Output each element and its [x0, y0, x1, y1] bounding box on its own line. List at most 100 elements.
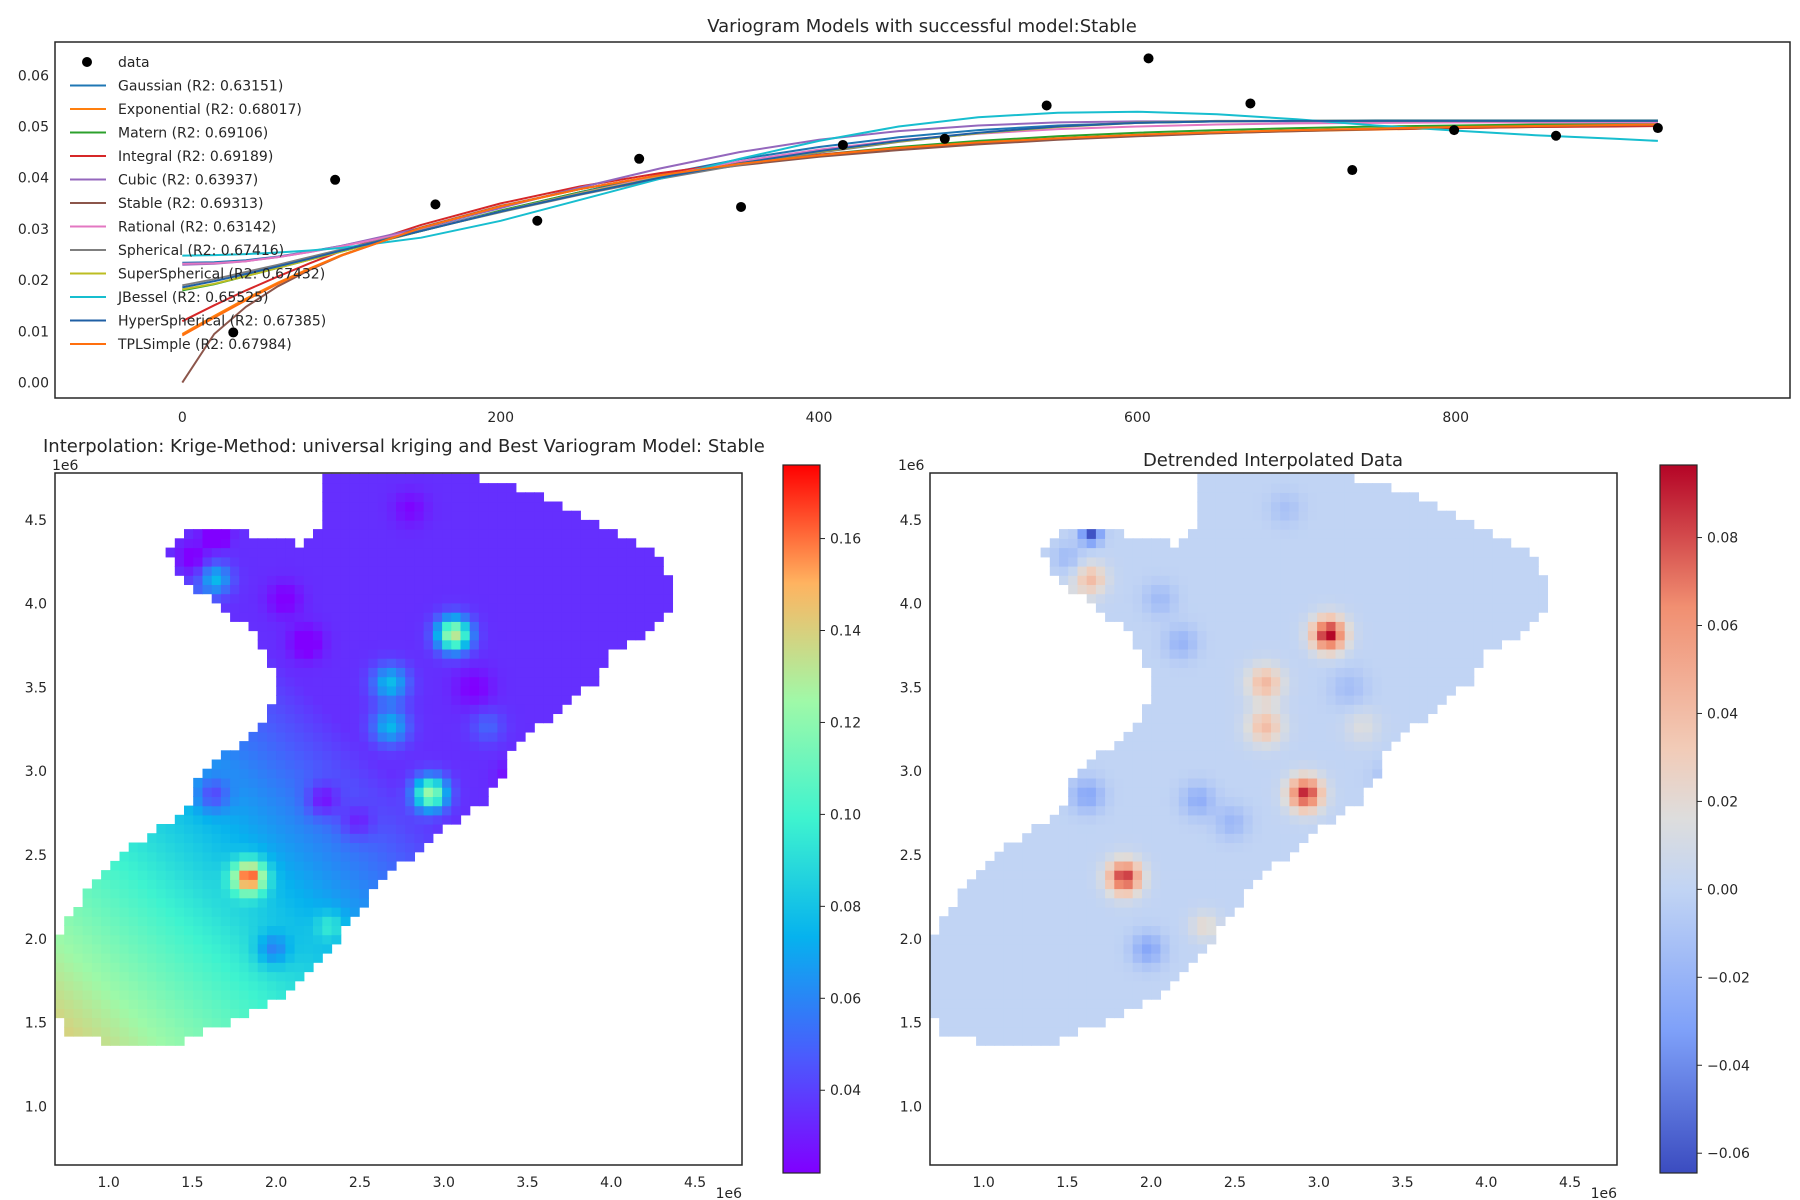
- heatmap-cell: [1169, 648, 1180, 659]
- heatmap-cell: [1086, 547, 1097, 558]
- heatmap-cell: [1529, 575, 1539, 586]
- heatmap-cell: [174, 860, 185, 871]
- heatmap-cell: [1197, 925, 1208, 936]
- heatmap-cell: [1307, 602, 1318, 613]
- heatmap-cell: [1206, 556, 1217, 567]
- heatmap-cell: [110, 916, 121, 927]
- heatmap-cell: [1215, 907, 1226, 917]
- heatmap-cell: [451, 648, 462, 659]
- heatmap-cell: [1224, 575, 1235, 586]
- heatmap-cell: [1335, 796, 1346, 807]
- heatmap-cell: [1022, 879, 1033, 890]
- heatmap-cell: [220, 1008, 231, 1019]
- heatmap-cell: [331, 897, 342, 908]
- heatmap-cell: [1142, 575, 1152, 586]
- heatmap-cell: [91, 879, 102, 890]
- heatmap-cell: [994, 907, 1005, 917]
- heatmap-cell: [1326, 501, 1337, 512]
- heatmap-cell: [220, 842, 231, 853]
- heatmap-cell: [1381, 741, 1392, 751]
- heatmap-cell: [1049, 879, 1060, 890]
- heatmap-cell: [1003, 1036, 1014, 1046]
- heatmap-cell: [1317, 814, 1327, 825]
- heatmap-cell: [506, 483, 517, 493]
- heatmap-cell: [303, 750, 314, 761]
- heatmap-cell: [257, 556, 268, 567]
- heatmap-cell: [414, 704, 425, 715]
- heatmap-cell: [1095, 870, 1106, 880]
- heatmap-cell: [1307, 648, 1318, 659]
- heatmap-cell: [1418, 639, 1429, 650]
- heatmap-cell: [1012, 1017, 1023, 1028]
- heatmap-cell: [1280, 842, 1291, 853]
- heatmap-cell: [985, 1026, 996, 1037]
- heatmap-cell: [101, 897, 111, 908]
- heatmap-cell: [377, 741, 388, 751]
- heatmap-cell: [626, 630, 637, 641]
- heatmap-cell: [939, 934, 950, 945]
- heatmap-cell: [239, 907, 250, 917]
- heatmap-cell: [1151, 566, 1162, 576]
- heatmap-cell: [137, 860, 148, 871]
- heatmap-cell: [147, 897, 158, 908]
- heatmap-cell: [432, 584, 443, 595]
- heatmap-cell: [976, 916, 986, 927]
- heatmap-cell: [1381, 648, 1392, 659]
- heatmap-cell: [460, 787, 471, 798]
- heatmap-cell: [340, 685, 351, 696]
- heatmap-cell: [220, 584, 231, 595]
- heatmap-cell: [211, 547, 222, 558]
- heatmap-cell: [313, 943, 323, 954]
- heatmap-cell: [267, 722, 277, 733]
- heatmap-cell: [1409, 713, 1420, 724]
- heatmap-cell: [1372, 492, 1383, 503]
- heatmap-cell: [1261, 575, 1272, 586]
- heatmap-cell: [414, 713, 425, 724]
- heatmap-cell: [119, 989, 130, 1000]
- heatmap-cell: [423, 777, 434, 788]
- heatmap-cell: [1114, 787, 1125, 798]
- heatmap-cell: [220, 925, 231, 936]
- heatmap-cell: [1178, 630, 1189, 641]
- heatmap-cell: [1344, 621, 1355, 632]
- heatmap-cell: [432, 593, 443, 604]
- heatmap-cell: [128, 934, 139, 945]
- heatmap-cell: [1234, 879, 1244, 890]
- heatmap-cell: [101, 870, 111, 880]
- heatmap-cell: [193, 916, 204, 927]
- heatmap-cell: [396, 556, 406, 567]
- heatmap-cell: [948, 971, 959, 982]
- heatmap-cell: [211, 971, 222, 982]
- heatmap-cell: [396, 612, 406, 622]
- heatmap-cell: [1372, 731, 1383, 742]
- heatmap-cell: [1289, 483, 1300, 493]
- heatmap-cell: [1068, 953, 1079, 963]
- heatmap-cell: [1353, 501, 1364, 512]
- heatmap-cell: [1234, 492, 1244, 503]
- heatmap-cell: [119, 943, 130, 954]
- heatmap-cell: [451, 519, 462, 530]
- heatmap-cell: [414, 768, 425, 779]
- heatmap-cell: [571, 630, 581, 641]
- heatmap-cell: [230, 879, 240, 890]
- heatmap-cell: [1077, 879, 1088, 890]
- heatmap-cell: [1298, 658, 1309, 668]
- heatmap-cell: [322, 824, 333, 834]
- heatmap-cell: [580, 621, 591, 632]
- heatmap-cell: [432, 510, 443, 521]
- heatmap-cell: [386, 612, 397, 622]
- heatmap-cell: [552, 612, 563, 622]
- heatmap-cell: [1271, 722, 1281, 733]
- heatmap-cell: [1381, 483, 1392, 493]
- heatmap-cell: [1261, 842, 1272, 853]
- heatmap-cell: [571, 547, 581, 558]
- heatmap-cell: [939, 980, 950, 991]
- heatmap-cell: [1160, 953, 1171, 963]
- heatmap-cell: [451, 501, 462, 512]
- heatmap-cell: [294, 713, 305, 724]
- heatmap-cell: [543, 639, 554, 650]
- heatmap-cell: [211, 1008, 222, 1019]
- heatmap-cell: [1483, 584, 1493, 595]
- heatmap-cell: [1105, 870, 1115, 880]
- heatmap-cell: [303, 870, 314, 880]
